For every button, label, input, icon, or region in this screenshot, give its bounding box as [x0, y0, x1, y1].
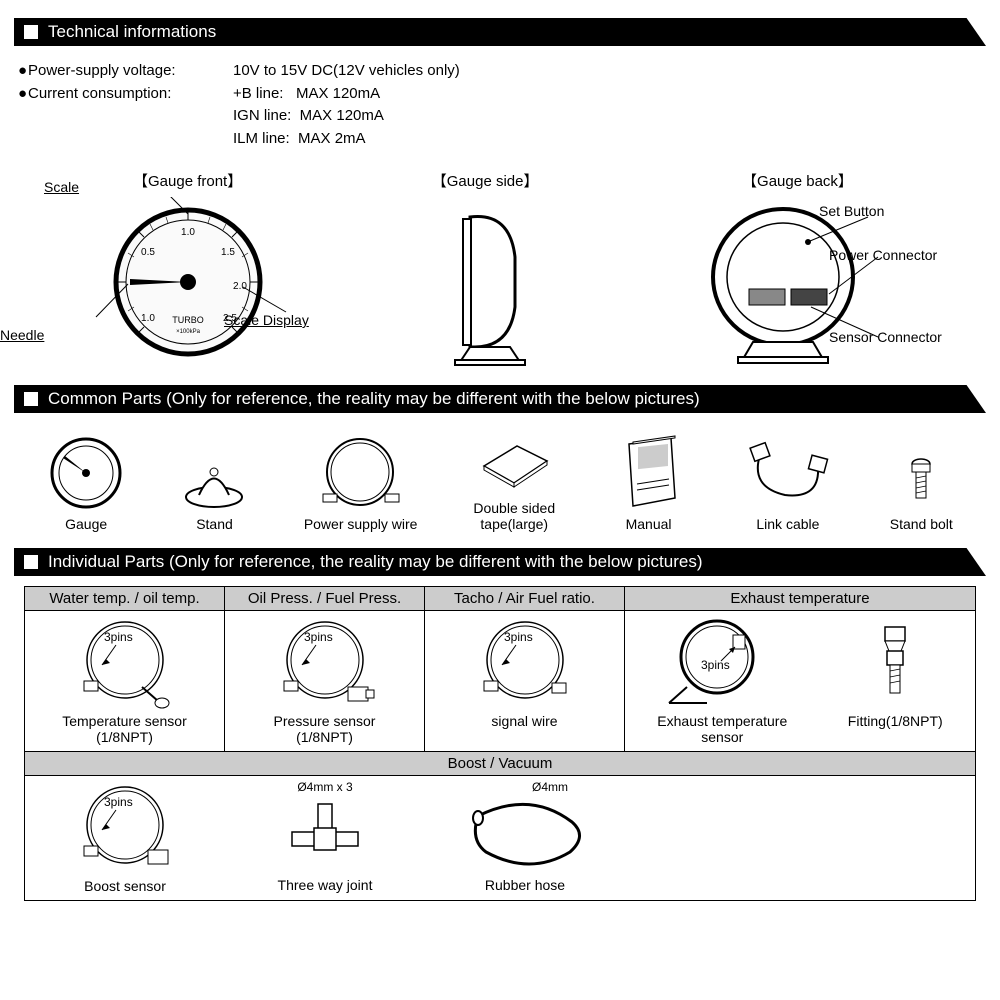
callout-set: Set Button: [819, 203, 884, 219]
spec-label: Current consumption:: [28, 83, 233, 106]
svg-text:3pins: 3pins: [104, 630, 133, 644]
part-bolt: Stand bolt: [890, 452, 953, 532]
individual-parts-table: Water temp. / oil temp. Oil Press. / Fue…: [24, 586, 976, 901]
gauge-side: 【Gauge side】: [351, 170, 619, 371]
section-title: Technical informations: [48, 18, 216, 46]
spec-value: IGN line: MAX 120mA: [233, 105, 384, 128]
part-label: Stand bolt: [890, 516, 953, 532]
svg-text:3pins: 3pins: [104, 795, 133, 809]
part-label: Exhaust temperature: [657, 713, 787, 729]
scale-num: 1.0: [181, 227, 195, 238]
col-header: Tacho / Air Fuel ratio.: [425, 587, 625, 611]
scale-num: 1.5: [221, 247, 235, 258]
part-label: Pressure sensor: [227, 713, 422, 729]
part-label: Fitting(1/8NPT): [848, 713, 943, 729]
part-label2: (1/8NPT): [227, 729, 422, 745]
svg-text:3pins: 3pins: [304, 630, 333, 644]
section-header-common: Common Parts (Only for reference, the re…: [14, 385, 986, 413]
part-label: Boost sensor: [27, 878, 223, 894]
section-header-tech: Technical informations: [14, 18, 986, 46]
spec-label: Power-supply voltage:: [28, 60, 233, 83]
part-label2: sensor: [657, 729, 787, 745]
square-icon: [24, 25, 38, 39]
callout-scale-display: Scale Display: [224, 312, 309, 328]
spec-value: ILM line: MAX 2mA: [233, 128, 366, 151]
unit-label: ×100kPa: [176, 329, 201, 335]
part-label2: tape(large): [472, 516, 557, 532]
square-icon: [24, 392, 38, 406]
gauge-views: 【Gauge front】: [14, 160, 986, 377]
part-label: Double sided: [472, 500, 557, 516]
turbo-label: TURBO: [172, 315, 204, 325]
cell-hose: Ø4mm Rubber hose: [425, 776, 625, 900]
bullet-icon: ●: [18, 83, 28, 106]
part-gauge: Gauge: [47, 434, 125, 532]
cell-temp-sensor: 3pins Temperature sensor (1/8NPT): [25, 611, 225, 751]
cell-signal-wire: 3pins signal wire: [425, 611, 625, 751]
section-header-indiv: Individual Parts (Only for reference, th…: [14, 548, 986, 576]
view-title: 【Gauge back】: [619, 170, 976, 191]
part-label2: (1/8NPT): [27, 729, 222, 745]
cell-press-sensor: 3pins Pressure sensor (1/8NPT): [225, 611, 425, 751]
part-label: Power supply wire: [304, 516, 418, 532]
callout-sensor: Sensor Connector: [829, 329, 942, 345]
part-label: Temperature sensor: [27, 713, 222, 729]
gauge-back: 【Gauge back】 Set Button Power Connector …: [619, 170, 976, 371]
scale-num: 0.5: [141, 247, 155, 258]
dim-label: Ø4mm: [427, 780, 623, 794]
part-label: Manual: [611, 516, 686, 532]
cell-exhaust: 3pins Exhaust temperature sensor Fitting…: [625, 611, 975, 751]
cell-boost-sensor: 3pins Boost sensor: [25, 776, 225, 900]
part-stand: Stand: [179, 452, 249, 532]
svg-text:3pins: 3pins: [504, 630, 533, 644]
subheader-boost: Boost / Vacuum: [25, 751, 975, 776]
gauge-front: 【Gauge front】: [24, 170, 351, 371]
bullet-icon: ●: [18, 60, 28, 83]
view-title: 【Gauge side】: [351, 170, 619, 191]
scale-num: 1.0: [141, 313, 155, 324]
square-icon: [24, 555, 38, 569]
part-psw: Power supply wire: [304, 434, 418, 532]
part-label: Link cable: [740, 516, 835, 532]
callout-needle: Needle: [0, 327, 44, 343]
part-link: Link cable: [740, 437, 835, 532]
part-label: Three way joint: [227, 877, 423, 893]
section-title: Individual Parts (Only for reference, th…: [48, 548, 703, 576]
dim-label: Ø4mm x 3: [227, 780, 423, 794]
spec-value: +B line: MAX 120mA: [233, 83, 380, 106]
callout-power: Power Connector: [829, 247, 937, 263]
col-header: Water temp. / oil temp.: [25, 587, 225, 611]
part-label: signal wire: [427, 713, 622, 729]
part-label: Rubber hose: [427, 877, 623, 893]
callout-scale: Scale: [44, 179, 79, 195]
col-header: Exhaust temperature: [625, 587, 975, 611]
spec-list: ● Power-supply voltage: 10V to 15V DC(12…: [14, 56, 986, 160]
part-label: Stand: [179, 516, 249, 532]
part-tape: Double sided tape(large): [472, 431, 557, 532]
spec-value: 10V to 15V DC(12V vehicles only): [233, 60, 460, 83]
cell-three-way: Ø4mm x 3 Three way joint: [225, 776, 425, 900]
part-label: Gauge: [47, 516, 125, 532]
scale-num: 2.0: [233, 281, 247, 292]
common-parts-row: Gauge Stand Power supply wire Double sid…: [14, 423, 986, 540]
svg-text:3pins: 3pins: [701, 658, 730, 672]
section-title: Common Parts (Only for reference, the re…: [48, 385, 700, 413]
part-manual: Manual: [611, 432, 686, 532]
col-header: Oil Press. / Fuel Press.: [225, 587, 425, 611]
